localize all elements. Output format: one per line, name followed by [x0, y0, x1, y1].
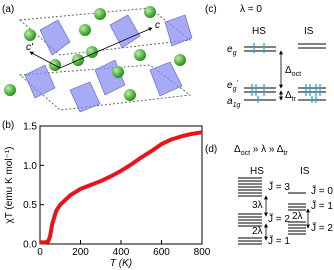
panel-label: (c): [205, 4, 217, 15]
y-axis-label: χT (emu K mol⁻¹): [4, 146, 15, 223]
x-tick-label: 0: [37, 247, 43, 258]
gap-label: 2λ: [292, 211, 303, 222]
x-tick-label: 400: [113, 247, 130, 258]
level-label: J̃ = 2: [268, 212, 290, 225]
y-tick-label: 1.0: [23, 161, 37, 172]
x-tick-label: 200: [72, 247, 89, 258]
crystal-structure: [4, 6, 193, 113]
x-axis-label: T (K): [110, 258, 132, 269]
panel-title: λ = 0: [240, 4, 262, 15]
level-label: J̃ = 1: [268, 234, 290, 247]
column-label: IS: [304, 26, 314, 37]
column-label: HS: [252, 26, 266, 37]
gap-label: Δoct: [285, 65, 301, 78]
plot: 0 200 400 600 800 0.0 0.5 1.0 1.5: [23, 122, 211, 259]
y-tick-label: 1.5: [23, 122, 37, 133]
panel-label: (d): [205, 144, 217, 155]
x-tick-label: 600: [153, 247, 170, 258]
y-tick-label: 0.0: [23, 240, 37, 251]
gap-label: Δtr: [285, 90, 297, 103]
axis-label: c: [155, 20, 160, 31]
gap-label: 2λ: [252, 226, 263, 237]
panel-label: (b): [2, 120, 14, 131]
data-line: [40, 130, 203, 245]
y-tick-label: 0.5: [23, 200, 37, 211]
gap-label: 3λ: [252, 200, 263, 211]
level-label: J̃ = 0: [311, 184, 333, 197]
panel-label: (a): [2, 4, 14, 15]
x-tick-label: 800: [194, 247, 211, 258]
axis-label: c': [26, 42, 34, 53]
level-label: J̃ = 2: [311, 221, 333, 234]
panel-title: Δoct » λ » Δtr: [234, 144, 288, 157]
level-label: J̃ = 1: [311, 199, 333, 212]
orbital-label: eg: [227, 44, 237, 57]
column-label: IS: [300, 166, 310, 177]
level-diagram-d: (d) Δoct » λ » Δtr HS IS J̃ = 3 J̃ = 2 J…: [205, 144, 333, 247]
level-label: J̃ = 3: [268, 180, 290, 193]
orbital-label: eg': [227, 80, 238, 93]
orbital-label: a1g: [227, 96, 240, 109]
column-label: HS: [250, 166, 264, 177]
plot-frame: [39, 125, 203, 245]
level-diagram-c: (c) λ = 0 HS IS eg eg' a1g Δoct Δtr: [205, 4, 326, 109]
